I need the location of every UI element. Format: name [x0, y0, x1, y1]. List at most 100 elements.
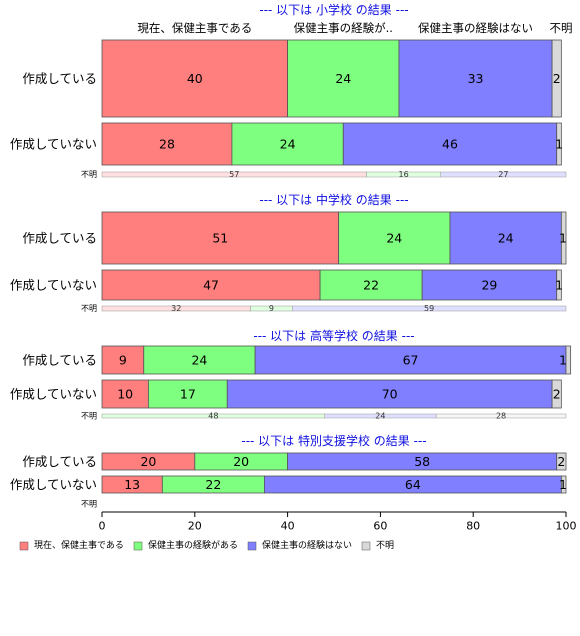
- unknown-value: 48: [208, 412, 218, 421]
- unknown-value: 32: [171, 304, 181, 313]
- legend-swatch: [133, 541, 143, 551]
- bar-segment: [342, 122, 558, 166]
- unknown-label: 不明: [81, 500, 97, 509]
- data-label: 22: [205, 477, 221, 492]
- data-label: 1: [555, 137, 563, 152]
- bar-segment: [556, 269, 562, 301]
- row-label: 作成していない: [10, 477, 97, 492]
- data-label: 22: [363, 278, 379, 293]
- bar-segment: [101, 39, 289, 118]
- row-label: 作成している: [22, 454, 97, 469]
- legend-swatch: [247, 541, 257, 551]
- legend-label: 現在、保健主事である: [34, 539, 124, 551]
- bar-segment: [556, 122, 562, 166]
- bar-segment: [551, 39, 562, 118]
- data-label: 24: [191, 353, 207, 368]
- x-tick-label: 100: [556, 520, 577, 533]
- data-label: 17: [180, 387, 196, 402]
- data-label: 40: [187, 71, 203, 86]
- data-label: 2: [557, 454, 565, 469]
- column-header: 不明: [550, 21, 573, 35]
- panel-title: --- 以下は 特別支援学校 の結果 ---: [241, 433, 426, 448]
- row-label: 作成している: [22, 353, 97, 368]
- bar-segment: [421, 269, 558, 301]
- panel-title: --- 以下は 小学校 の結果 ---: [259, 2, 408, 17]
- data-label: 20: [233, 454, 249, 469]
- unknown-label: 不明: [81, 412, 97, 421]
- legend-label: 保健主事の経験がある: [148, 539, 238, 551]
- unknown-value: 57: [229, 170, 239, 179]
- data-label: 2: [553, 387, 561, 402]
- bar-segment: [143, 345, 256, 375]
- bar-segment: [319, 269, 423, 301]
- unknown-value: 9: [269, 304, 274, 313]
- bar-segment: [560, 475, 567, 494]
- unknown-segment: [435, 413, 567, 419]
- data-label: 9: [119, 353, 127, 368]
- row-label: 作成している: [22, 71, 97, 86]
- column-header: 現在、保健主事である: [137, 21, 252, 35]
- bar-segment: [147, 379, 228, 409]
- data-label: 1: [559, 477, 567, 492]
- data-label: 24: [335, 71, 351, 86]
- data-label: 33: [468, 71, 484, 86]
- bar-segment: [287, 39, 400, 118]
- legend-swatch: [361, 541, 371, 551]
- unknown-label: 不明: [81, 170, 97, 179]
- data-label: 1: [559, 231, 567, 246]
- unknown-value: 27: [498, 170, 508, 179]
- x-tick-label: 0: [99, 520, 106, 533]
- data-label: 46: [442, 137, 458, 152]
- bar-segment: [338, 211, 451, 265]
- x-tick-label: 20: [188, 520, 202, 533]
- legend-label: 不明: [376, 540, 394, 551]
- legend-swatch: [19, 541, 29, 551]
- data-label: 28: [159, 137, 175, 152]
- bar-segment: [231, 122, 344, 166]
- bar-segment: [565, 345, 572, 375]
- legend-label: 保健主事の経験はない: [262, 539, 352, 551]
- bar-segment: [551, 379, 562, 409]
- unknown-segment: [291, 305, 567, 312]
- x-tick-label: 60: [373, 520, 387, 533]
- data-label: 2: [553, 71, 561, 86]
- bar-segment: [101, 269, 321, 301]
- unknown-value: 28: [496, 412, 506, 421]
- bar-segment: [254, 345, 567, 375]
- unknown-value: 16: [399, 170, 409, 179]
- row-label: 作成していない: [10, 387, 97, 402]
- data-label: 13: [124, 477, 140, 492]
- panel-title: --- 以下は 高等学校 の結果 ---: [253, 328, 414, 343]
- unknown-segment: [440, 171, 567, 178]
- bar-segment: [101, 345, 145, 375]
- data-label: 70: [382, 387, 398, 402]
- unknown-value: 24: [375, 412, 385, 421]
- column-header: 保健主事の経験はない: [418, 21, 533, 35]
- data-label: 29: [481, 278, 497, 293]
- data-label: 51: [212, 231, 228, 246]
- bar-segment: [560, 211, 567, 265]
- row-label: 作成していない: [10, 278, 97, 293]
- data-label: 64: [405, 477, 421, 492]
- data-label: 20: [140, 454, 156, 469]
- data-label: 58: [414, 454, 430, 469]
- data-label: 47: [203, 278, 219, 293]
- bar-segment: [101, 379, 149, 409]
- row-label: 作成している: [22, 231, 97, 246]
- data-label: 24: [280, 137, 296, 152]
- x-tick-label: 40: [281, 520, 295, 533]
- data-label: 24: [386, 231, 402, 246]
- data-label: 10: [117, 387, 133, 402]
- column-header: 保健主事の経験が..: [294, 21, 393, 35]
- data-label: 24: [498, 231, 514, 246]
- data-label: 1: [559, 353, 567, 368]
- row-label: 作成していない: [10, 137, 97, 152]
- bar-segment: [398, 39, 553, 118]
- unknown-value: 59: [424, 304, 434, 313]
- bar-segment: [449, 211, 562, 265]
- bar-segment: [556, 452, 567, 471]
- unknown-label: 不明: [81, 304, 97, 313]
- x-tick-label: 80: [466, 520, 480, 533]
- data-label: 1: [555, 278, 563, 293]
